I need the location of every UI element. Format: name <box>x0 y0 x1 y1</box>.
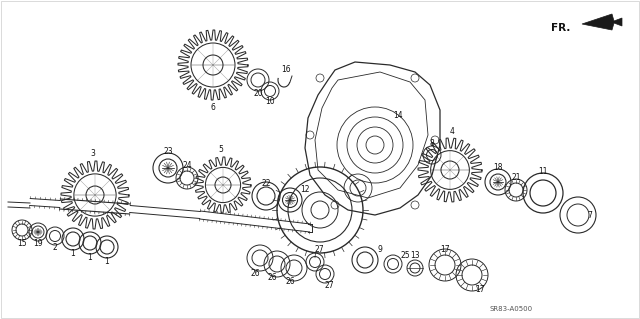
Text: 23: 23 <box>163 146 173 155</box>
Text: 26: 26 <box>285 278 295 286</box>
Text: 21: 21 <box>511 173 521 182</box>
Text: 6: 6 <box>211 102 216 112</box>
Text: 17: 17 <box>475 285 485 293</box>
Text: 26: 26 <box>250 269 260 278</box>
Text: 10: 10 <box>265 98 275 107</box>
Text: 16: 16 <box>281 65 291 75</box>
Text: 12: 12 <box>300 186 310 195</box>
Text: 7: 7 <box>588 211 593 219</box>
Text: 19: 19 <box>33 239 43 248</box>
Text: 4: 4 <box>449 127 454 136</box>
Text: 5: 5 <box>219 145 223 154</box>
Text: SR83-A0500: SR83-A0500 <box>490 306 533 312</box>
Text: 17: 17 <box>440 246 450 255</box>
Text: 27: 27 <box>324 281 334 291</box>
Text: 15: 15 <box>17 239 27 248</box>
Text: 1: 1 <box>104 256 109 265</box>
Text: 24: 24 <box>182 161 192 170</box>
Text: 26: 26 <box>267 273 277 283</box>
Text: 2: 2 <box>52 243 58 253</box>
Text: 27: 27 <box>314 246 324 255</box>
Polygon shape <box>582 14 622 30</box>
Text: 8: 8 <box>429 138 435 147</box>
Text: 18: 18 <box>493 162 503 172</box>
Text: 20: 20 <box>253 88 263 98</box>
Text: 11: 11 <box>538 167 548 175</box>
Text: 3: 3 <box>91 150 95 159</box>
Text: 13: 13 <box>410 250 420 259</box>
Text: 9: 9 <box>378 246 383 255</box>
Text: 14: 14 <box>393 110 403 120</box>
Text: 1: 1 <box>70 249 76 257</box>
Text: 25: 25 <box>400 251 410 261</box>
Text: 1: 1 <box>88 253 92 262</box>
Text: 22: 22 <box>261 179 271 188</box>
Text: FR.: FR. <box>550 23 570 33</box>
